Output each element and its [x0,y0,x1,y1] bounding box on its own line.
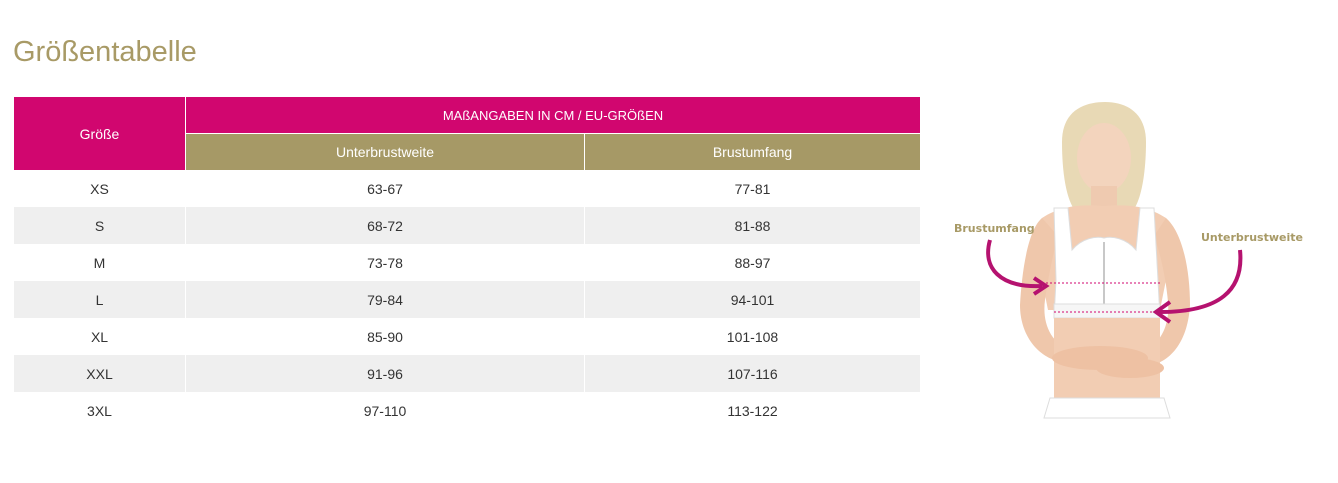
underbust-cell: 79-84 [185,281,585,318]
page-title: Größentabelle [13,36,197,68]
underbust-column-header: Unterbrustweite [185,133,585,170]
underbust-cell: 68-72 [185,207,585,244]
size-cell: XS [14,170,186,207]
bust-column-header: Brustumfang [584,133,920,170]
table-row: L 79-84 94-101 [14,281,920,318]
woman-illustration [986,102,1243,419]
bust-cell: 77-81 [734,180,771,197]
size-cell: M [14,244,186,281]
table-row: S 68-72 81-88 [14,207,920,244]
size-cell: L [14,281,186,318]
size-column-header: Größe [14,97,186,170]
bust-cell: 94-101 [584,281,920,318]
bust-cell: 88-97 [734,254,771,271]
table-row: XXL 91-96 107-116 [14,355,920,392]
bust-cell: 107-116 [584,355,920,392]
underbust-cell: 97-110 [185,392,585,429]
size-cell: 3XL [14,392,186,429]
size-cell: XXL [14,355,186,392]
table-row: 3XL 97-110 113-122 [14,392,920,429]
size-table: Größe MAßANGABEN IN CM / EU-GRÖßEN Unter… [14,97,920,429]
size-cell: XL [14,318,186,355]
measurements-group-header: MAßANGABEN IN CM / EU-GRÖßEN [185,97,920,134]
bust-cell: 81-88 [584,207,920,244]
underbust-cell: 91-96 [185,355,585,392]
underbust-cell: 63-67 [185,170,585,207]
table-row: M 73-78 88-97 [14,244,920,281]
size-cell: S [14,207,186,244]
bust-label: Brustumfang [954,222,1035,235]
underbust-cell: 85-90 [185,318,585,355]
underbust-cell: 73-78 [185,244,585,281]
measurement-illustration: Brustumfang Unterbrustweite [950,100,1303,420]
bust-cell: 101-108 [726,328,779,345]
table-row: XL 85-90 101-108 [14,318,920,355]
bust-cell: 113-122 [727,402,778,419]
table-row: XS 63-67 77-81 [14,170,920,207]
underbust-label: Unterbrustweite [1201,231,1303,244]
